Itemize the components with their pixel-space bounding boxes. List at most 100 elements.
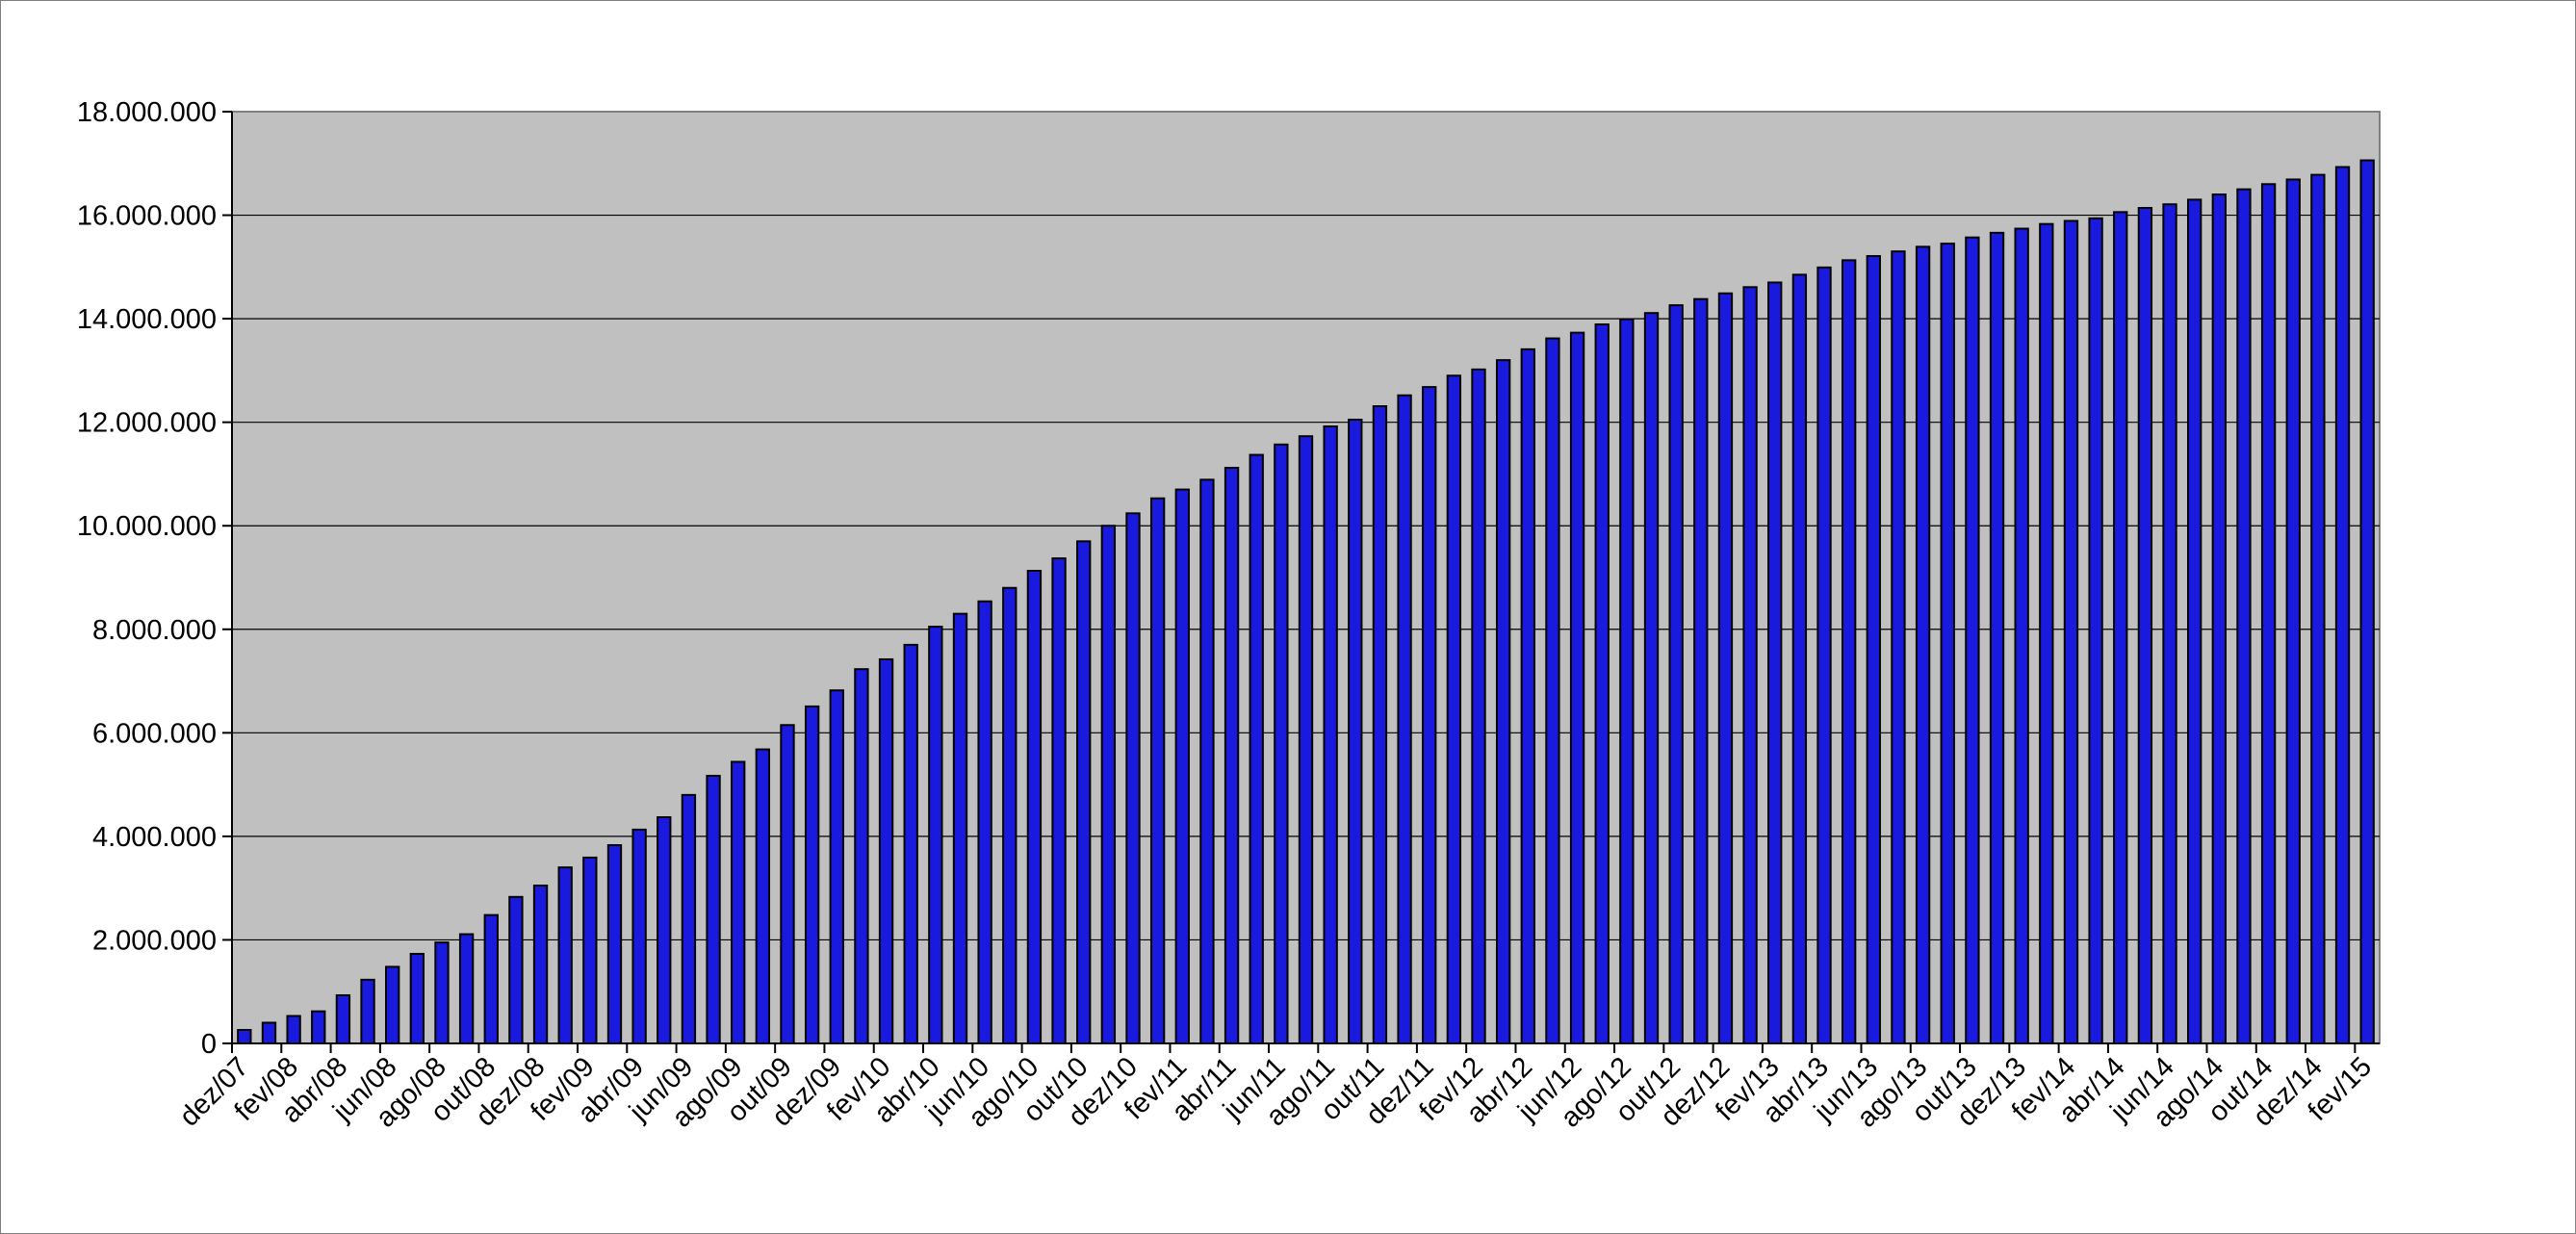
- bar-out-08: [483, 913, 499, 1044]
- bar-dez-11: [1422, 386, 1437, 1044]
- bar-mai-09: [657, 815, 672, 1044]
- bar-out-09: [780, 724, 795, 1044]
- y-tick-label: 10.000.000: [77, 511, 217, 542]
- bar-dez-10: [1125, 512, 1141, 1044]
- bar-ago-08: [434, 941, 450, 1045]
- bar-jul-08: [409, 952, 425, 1044]
- bar-mar-10: [903, 643, 918, 1045]
- bar-abr-10: [928, 626, 943, 1044]
- bar-fev-15: [2359, 159, 2375, 1045]
- bar-jan-09: [557, 866, 573, 1045]
- bar-nov-14: [2285, 178, 2301, 1044]
- bar-jul-10: [1002, 586, 1018, 1044]
- bar-jul-13: [1891, 250, 1906, 1044]
- y-tick-label: 12.000.000: [77, 408, 217, 439]
- bar-fev-11: [1174, 488, 1190, 1045]
- bar-jul-12: [1594, 323, 1610, 1044]
- bar-jan-12: [1446, 374, 1462, 1044]
- bar-mar-13: [1791, 273, 1808, 1044]
- bar-set-09: [755, 748, 771, 1044]
- bar-set-14: [2236, 188, 2252, 1044]
- bar-abr-09: [631, 828, 647, 1044]
- bar-jul-09: [706, 774, 721, 1044]
- bar-nov-10: [1100, 525, 1117, 1044]
- bar-fev-14: [2063, 219, 2079, 1044]
- bar-jun-08: [385, 965, 400, 1044]
- y-tick-label: 2.000.000: [92, 925, 217, 956]
- bar-ago-13: [1915, 245, 1931, 1045]
- bar-jan-13: [1742, 286, 1758, 1045]
- bar-mai-12: [1545, 337, 1560, 1044]
- bar-set-10: [1051, 557, 1067, 1044]
- bar-mai-10: [952, 612, 968, 1045]
- bar-jan-15: [2334, 166, 2351, 1044]
- bar-mar-09: [606, 844, 623, 1045]
- bar-fev-09: [582, 856, 598, 1045]
- bar-out-11: [1372, 404, 1388, 1044]
- bar-fev-08: [286, 1015, 301, 1045]
- bar-set-13: [1940, 243, 1955, 1044]
- x-axis-ticks: dez/07fev/08abr/08jun/08ago/08out/08dez/…: [174, 1043, 2378, 1134]
- bar-mai-13: [1841, 259, 1857, 1044]
- bar-fev-13: [1767, 281, 1783, 1044]
- y-axis-ticks: 0 2.000.000 4.000.000 6.000.000 8.000.000 10.…: [77, 97, 232, 1060]
- bar-jan-11: [1149, 497, 1166, 1044]
- bars: [237, 159, 2375, 1045]
- bar-mai-08: [360, 978, 375, 1044]
- y-tick-label: 4.000.000: [92, 822, 217, 853]
- bar-dez-14: [2310, 173, 2326, 1044]
- y-tick-label: 0: [201, 1029, 217, 1060]
- bar-mar-14: [2088, 217, 2103, 1044]
- bar-out-13: [1965, 236, 1980, 1044]
- y-tick-label: 16.000.000: [77, 201, 217, 232]
- bar-abr-14: [2113, 211, 2128, 1044]
- bar-jan-10: [854, 668, 869, 1044]
- bar-fev-10: [878, 657, 894, 1044]
- bar-nov-12: [1693, 297, 1709, 1045]
- bar-jun-14: [2162, 203, 2177, 1045]
- bar-dez-12: [1717, 292, 1734, 1044]
- bar-mai-11: [1249, 453, 1264, 1044]
- y-tick-label: 18.000.000: [77, 97, 217, 128]
- bar-mar-08: [311, 1010, 326, 1045]
- bar-set-11: [1348, 418, 1363, 1044]
- bar-fev-12: [1471, 368, 1486, 1044]
- bar-ago-12: [1619, 318, 1635, 1045]
- bar-dez-13: [2014, 227, 2029, 1044]
- bar-ago-10: [1026, 570, 1043, 1045]
- bar-jun-12: [1569, 331, 1585, 1044]
- bar-jul-14: [2187, 198, 2202, 1044]
- bar-ago-11: [1323, 424, 1338, 1045]
- bar-jun-10: [977, 600, 992, 1044]
- bar-nov-11: [1397, 394, 1412, 1044]
- bar-jan-14: [2039, 222, 2054, 1045]
- bar-dez-08: [532, 884, 549, 1044]
- bar-abr-11: [1224, 466, 1240, 1045]
- y-tick-label: 6.000.000: [92, 718, 217, 749]
- bar-set-08: [458, 933, 475, 1044]
- bar-dez-07: [237, 1029, 252, 1045]
- y-tick-label: 14.000.000: [77, 304, 217, 335]
- bar-out-10: [1076, 540, 1092, 1044]
- bar-abr-08: [335, 993, 351, 1045]
- bar-abr-13: [1816, 266, 1832, 1045]
- bar-out-12: [1668, 304, 1684, 1044]
- axes: [231, 112, 2380, 1044]
- bar-mai-14: [2137, 207, 2153, 1044]
- bar-nov-08: [508, 895, 524, 1045]
- bar-set-12: [1643, 312, 1660, 1044]
- bar-nov-13: [1989, 231, 2005, 1044]
- bar-mar-11: [1199, 478, 1215, 1044]
- bar-jun-13: [1866, 255, 1881, 1045]
- bar-ago-09: [731, 760, 746, 1045]
- bar-jan-08: [261, 1021, 277, 1045]
- bar-abr-12: [1520, 347, 1535, 1044]
- bar-mar-12: [1495, 359, 1511, 1044]
- bar-out-14: [2260, 183, 2277, 1045]
- bar-jul-11: [1298, 435, 1314, 1045]
- bar-jun-11: [1274, 443, 1289, 1044]
- y-tick-label: 8.000.000: [92, 615, 217, 646]
- bar-dez-09: [829, 689, 844, 1044]
